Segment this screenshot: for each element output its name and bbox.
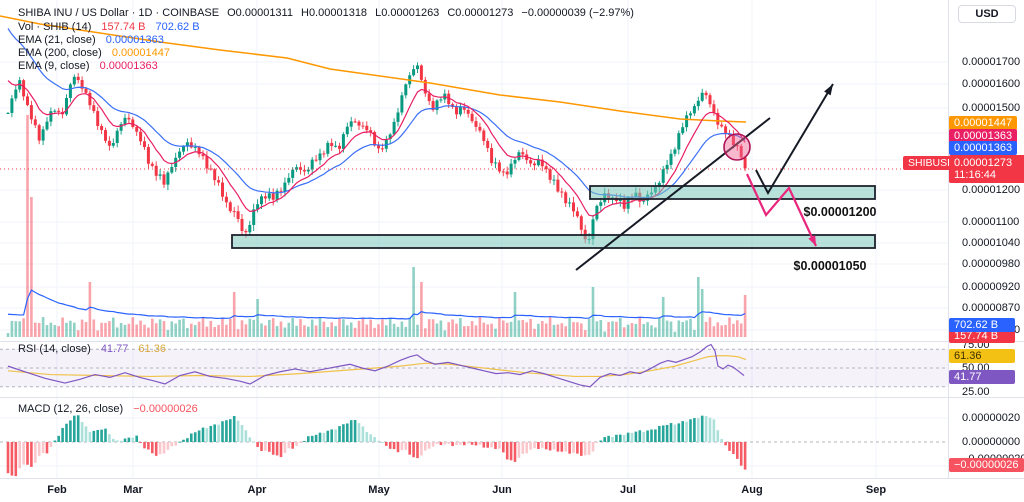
macd-legend-row[interactable]: MACD (12, 26, close) −0.00000026 xyxy=(18,403,198,416)
rsi-pane-layer xyxy=(0,343,948,388)
volume-ma-badge: 702.62 B xyxy=(949,318,1015,332)
ema9-legend-label: EMA (9, close) xyxy=(18,60,90,72)
symbol-price-label: SHIBUSD xyxy=(903,156,960,170)
price-target-lower-label: $0.00001050 xyxy=(793,259,867,273)
high-value: 0.00001318 xyxy=(308,7,368,19)
time-axis-label-jul: Jul xyxy=(620,484,636,496)
ema21-legend-value: 0.00001363 xyxy=(105,34,164,46)
support-zones-layer xyxy=(231,185,876,249)
volume-ma-legend-value: 702.62 B xyxy=(155,21,200,33)
rsi-ma-badge: 61.36 xyxy=(949,349,1015,363)
volume-value-badge: 157.74 B xyxy=(949,329,1015,343)
time-axis-label-aug: Aug xyxy=(741,484,763,496)
macd-pane-layer xyxy=(0,415,948,477)
macd-legend-value: −0.00000026 xyxy=(133,403,198,415)
volume-ma-line xyxy=(7,289,746,320)
volume-legend-value: 157.74 B xyxy=(101,21,146,33)
volume-legend-label: Vol · SHIB (14) xyxy=(18,21,92,33)
ema9-legend-row[interactable]: EMA (9, close) 0.00001363 xyxy=(18,60,158,73)
axis-tick-label: 25.00 xyxy=(962,386,990,398)
axis-tick-label: 0.00000980 xyxy=(962,258,1021,270)
axis-tick-label: 0.00001200 xyxy=(962,184,1021,196)
time-axis[interactable]: Feb Mar Apr May Jun Jul Aug Sep xyxy=(0,478,1024,502)
time-axis-label-sep: Sep xyxy=(865,484,887,496)
ema200-legend-label: EMA (200, close) xyxy=(18,47,102,59)
rsi-legend-value: 41.77 xyxy=(100,343,129,355)
axis-tick-label: 0.00000870 xyxy=(962,302,1021,314)
low-value: 0.00001263 xyxy=(381,7,440,19)
drawings-layer[interactable] xyxy=(575,83,834,271)
axis-tick-label: 0.00000020 xyxy=(962,412,1021,424)
price-target-upper-label: $0.00001200 xyxy=(803,205,877,219)
rsi-ma-legend-value: 61.36 xyxy=(138,343,166,355)
time-axis-label-feb: Feb xyxy=(47,484,67,496)
volume-bars-layer xyxy=(6,115,747,337)
macd-badge: −0.00000026 xyxy=(949,458,1024,472)
time-axis-label-apr: Apr xyxy=(247,484,267,496)
axis-tick-label: 0.00000000 xyxy=(962,436,1021,448)
ema9-badge: 0.00001363 xyxy=(949,129,1018,143)
time-axis-label-jun: Jun xyxy=(492,484,512,496)
open-value: 0.00001311 xyxy=(235,7,293,19)
ema21-badge: 0.00001363 xyxy=(949,141,1018,155)
price-axis-border xyxy=(948,0,949,502)
close-value: 0.00001273 xyxy=(455,7,514,19)
high-label: H xyxy=(300,7,309,19)
time-axis-label-mar: Mar xyxy=(123,484,143,496)
axis-tick-label: 0.00001100 xyxy=(962,216,1020,228)
ema200-legend-value: 0.00001447 xyxy=(111,47,170,59)
ema21-legend-row[interactable]: EMA (21, close) 0.00001363 xyxy=(18,34,164,47)
symbol-title[interactable]: SHIBA INU / US Dollar · 1D · COINBASE xyxy=(18,7,220,19)
axis-tick-label: 0.00001500 xyxy=(962,102,1021,114)
macd-legend-label: MACD (12, 26, close) xyxy=(18,403,124,415)
pane-separator-macd[interactable] xyxy=(0,397,1024,398)
candles-layer xyxy=(6,62,747,246)
close-label: C xyxy=(447,7,456,19)
rsi-legend-row[interactable]: RSI (14, close) 41.77 61.36 xyxy=(18,343,166,356)
axis-tick-label: 0.00000920 xyxy=(962,281,1021,293)
current-price-value: 0.00001273 xyxy=(954,157,1013,169)
ema21-legend-label: EMA (21, close) xyxy=(18,34,96,46)
price-axis[interactable]: 0.000017000.000016000.000015000.00001300… xyxy=(949,0,1024,478)
rsi-legend-label: RSI (14, close) xyxy=(18,343,91,355)
ema200-badge: 0.00001447 xyxy=(949,116,1018,130)
axis-tick-label: 0.00001700 xyxy=(962,56,1021,68)
volume-legend-row[interactable]: Vol · SHIB (14) 157.74 B 702.62 B xyxy=(18,21,200,34)
time-axis-label-may: May xyxy=(368,484,390,496)
low-label: L xyxy=(375,7,382,19)
ema9-legend-value: 0.00001363 xyxy=(99,60,158,72)
change-value: −0.00000039 (−2.97%) xyxy=(521,7,634,19)
axis-tick-label: 0.00001040 xyxy=(962,237,1021,249)
currency-toggle-button[interactable]: USD xyxy=(958,5,1016,23)
ema200-legend-row[interactable]: EMA (200, close) 0.00001447 xyxy=(18,47,170,60)
open-label: O xyxy=(227,7,236,19)
axis-tick-label: 0.00001600 xyxy=(962,78,1021,90)
current-price-badge: 0.00001273 11:16:44 xyxy=(949,155,1024,183)
symbol-header-row[interactable]: SHIBA INU / US Dollar · 1D · COINBASE O0.… xyxy=(18,7,634,20)
pane-separator-rsi[interactable] xyxy=(0,341,1024,342)
rsi-badge: 41.77 xyxy=(949,370,1015,384)
bar-countdown: 11:16:44 xyxy=(954,169,997,181)
